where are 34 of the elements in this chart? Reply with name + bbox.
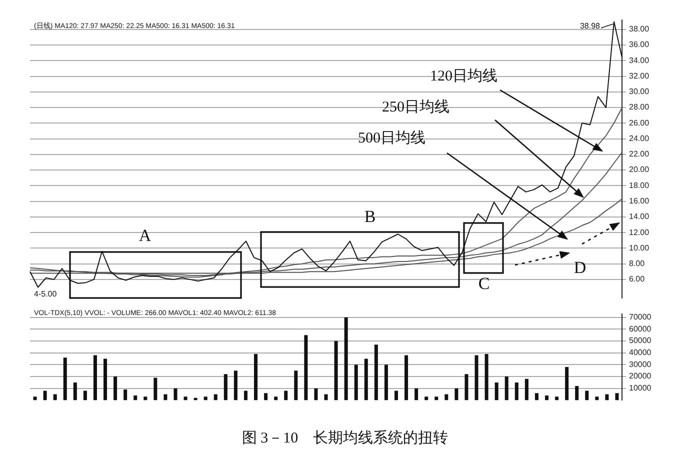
y-tick-label: 40000	[629, 348, 652, 358]
caption: 图 3－10 长期均线系统的扭转	[242, 429, 448, 448]
y-tick-label: 8.00	[629, 259, 646, 268]
annotation: 120日均线	[430, 67, 498, 86]
y-tick-label: 16.00	[629, 196, 650, 206]
y-tick-label: 30000	[629, 360, 652, 369]
y-tick-label: 10000	[629, 384, 652, 393]
y-tick-label: 6.00	[629, 274, 646, 284]
y-tick-label: 36.00	[629, 40, 650, 50]
y-tick-label: 30.00	[629, 87, 650, 96]
annotation: A	[138, 226, 152, 246]
annotation: C	[478, 274, 490, 294]
y-tick-label: 34.00	[629, 56, 650, 65]
y-tick-label: 70000	[629, 312, 652, 322]
annotation: 4-5.00	[34, 290, 57, 298]
y-tick-label: 22.00	[629, 150, 650, 159]
y-tick-label: 18.00	[629, 180, 650, 190]
y-tick-label: 24.00	[629, 134, 650, 143]
annotation: B	[364, 207, 376, 227]
annotation: D	[574, 258, 586, 278]
annotation: 250日均线	[382, 98, 450, 116]
y-tick-label: 32.00	[629, 71, 650, 80]
annotation: 500日均线	[358, 129, 426, 148]
y-tick-label: 10.00	[629, 243, 650, 252]
y-tick-label: 60000	[629, 324, 652, 334]
y-tick-label: 20000	[629, 372, 652, 381]
y-tick-label: 20.00	[629, 165, 650, 174]
y-tick-label: 38.00	[629, 24, 650, 34]
y-tick-label: 50000	[629, 336, 652, 346]
y-tick-label: 14.00	[629, 212, 650, 222]
y-tick-label: 12.00	[629, 228, 650, 237]
annotation: 38.98	[580, 22, 600, 30]
y-tick-label: 26.00	[629, 118, 650, 128]
y-tick-label: 28.00	[629, 102, 650, 112]
